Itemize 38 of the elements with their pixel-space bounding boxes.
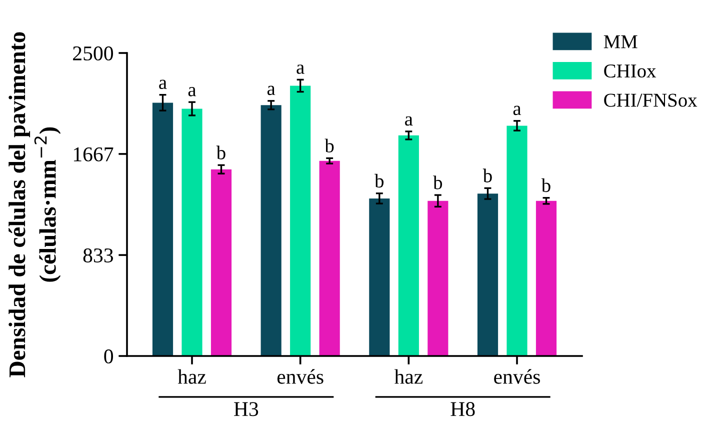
bar xyxy=(152,102,174,356)
legend-label: CHI/FNSox xyxy=(604,94,698,107)
bar xyxy=(369,198,390,356)
x-tick-label: haz xyxy=(178,369,206,384)
data-label: b xyxy=(433,176,442,190)
text: H8 xyxy=(450,402,475,416)
data-label: b xyxy=(541,178,550,192)
data-label: b xyxy=(374,174,384,188)
bar xyxy=(506,126,528,356)
y-tick-label: 1667 xyxy=(74,147,114,162)
x-tick-label: envés xyxy=(277,369,324,384)
data-label: a xyxy=(267,86,276,96)
y-tick-label: 833 xyxy=(83,248,113,262)
x-tick-label: haz xyxy=(394,369,423,384)
text: H3 xyxy=(234,402,258,416)
bar xyxy=(477,194,498,356)
data-label: a xyxy=(513,106,522,116)
data-label: a xyxy=(159,80,167,90)
legend-label: CHIox xyxy=(604,64,656,78)
y-tick-label: 2500 xyxy=(73,46,114,60)
y-tick-label: 0 xyxy=(104,349,114,364)
bar xyxy=(210,169,232,356)
bar xyxy=(428,200,448,356)
data-label: a xyxy=(296,64,304,74)
legend-label: MM xyxy=(604,35,638,48)
bar xyxy=(398,135,419,356)
y-axis-title: Densidad de células del pavimento (células·mm$^{−2}$) xyxy=(8,32,61,378)
bar xyxy=(290,86,311,356)
bar xyxy=(260,105,282,356)
bar xyxy=(536,200,557,356)
data-label: a xyxy=(405,116,413,126)
bar xyxy=(182,108,202,356)
data-label: b xyxy=(482,168,492,182)
data-label: b xyxy=(216,146,226,160)
data-label: a xyxy=(188,87,196,96)
data-label: b xyxy=(324,138,334,152)
x-tick-label: envés xyxy=(494,369,540,384)
bar xyxy=(319,160,340,356)
